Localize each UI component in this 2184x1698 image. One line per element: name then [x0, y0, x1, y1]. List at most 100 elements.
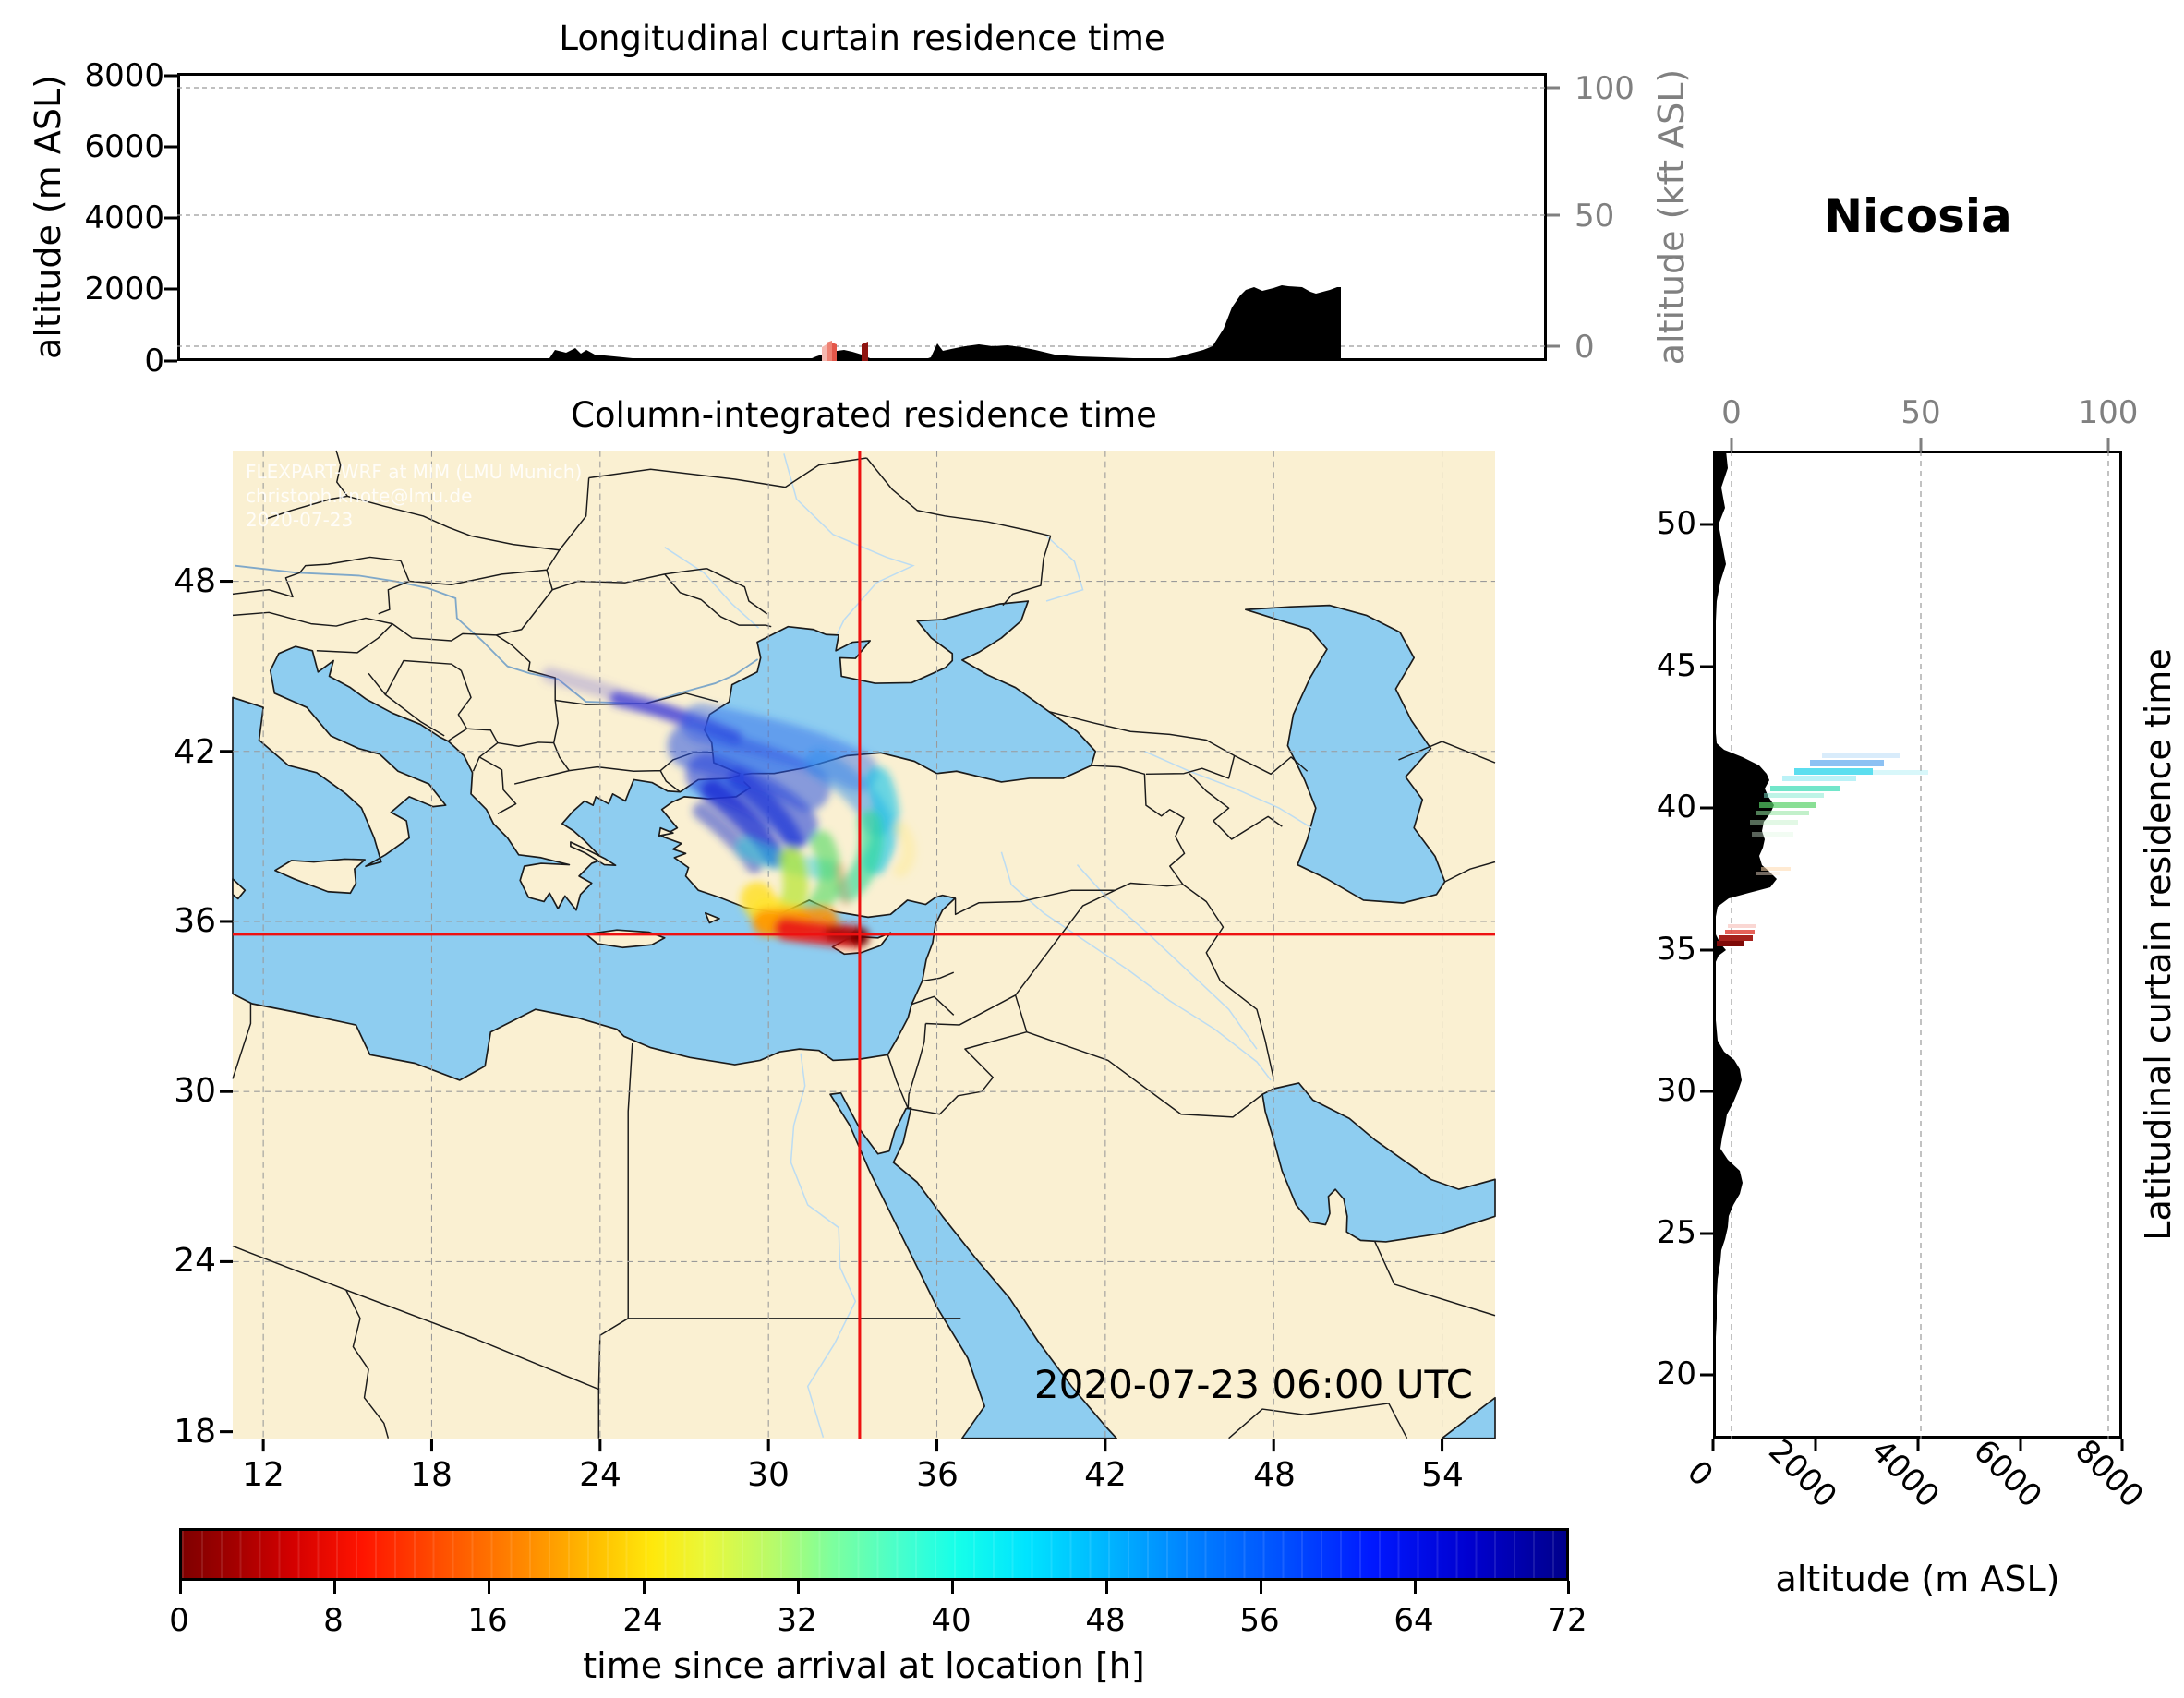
right-xtick-0: 0	[1680, 1453, 1720, 1494]
colorbar-label-0: 0	[169, 1602, 189, 1639]
top-ytick-right-0: 0	[1575, 329, 1595, 366]
top-panel-terrain-profile	[177, 285, 1547, 361]
right-panel-ylabel: Latitudinal curtain residence time	[2138, 648, 2178, 1241]
caspian-sea	[1244, 604, 1446, 904]
colorbar-label-32: 32	[777, 1602, 817, 1639]
persian-gulf	[1261, 1082, 1496, 1243]
colorbar-label-24: 24	[622, 1602, 663, 1639]
kura-river	[1144, 751, 1312, 829]
right-ytick-25: 25	[1656, 1214, 1696, 1251]
top-ytick-2000: 2000	[84, 271, 164, 307]
watermark-line-1: FLEXPART-WRF at MIM (LMU Munich)	[246, 461, 583, 483]
colorbar-tick	[643, 1581, 646, 1594]
map-xtick-24: 24	[579, 1456, 621, 1494]
lesbos	[658, 826, 674, 837]
red-sea	[829, 1091, 1117, 1439]
right-ytick-30: 30	[1656, 1072, 1696, 1109]
colorbar-tick	[1567, 1581, 1570, 1594]
colorbar-label-48: 48	[1085, 1602, 1126, 1639]
colorbar-label-56: 56	[1239, 1602, 1280, 1639]
map-ytick-36: 36	[174, 902, 216, 940]
map-title: Column-integrated residence time	[571, 395, 1157, 435]
euphrates-river	[1000, 851, 1272, 1081]
map-seas	[232, 600, 1496, 1439]
mediterranean-sea	[232, 645, 957, 1081]
watermark-line-2: christoph.knote@lmu.de	[246, 485, 473, 507]
top-ytick-4000: 4000	[84, 199, 164, 236]
colorbar-label-8: 8	[323, 1602, 344, 1639]
top-panel-source-residence-marks	[822, 341, 868, 361]
euboea	[570, 841, 617, 867]
residence-time-plume	[541, 667, 916, 949]
map-xtick-36: 36	[916, 1456, 959, 1494]
nile-river	[790, 1053, 857, 1438]
right-xtick-8000: 8000	[2068, 1432, 2151, 1515]
top-panel-right-ylabel: altitude (kft ASL)	[1651, 68, 1692, 366]
top-panel-title: Longitudinal curtain residence time	[559, 18, 1165, 58]
colorbar-tick	[797, 1581, 800, 1594]
colorbar-tick	[1105, 1581, 1108, 1594]
right-xtick-top-100: 100	[2078, 394, 2139, 431]
colorbar-label-40: 40	[931, 1602, 971, 1639]
sicily	[274, 858, 366, 895]
right-ytick-50: 50	[1656, 505, 1696, 542]
watermark-line-3: 2020-07-23	[246, 509, 354, 531]
right-ytick-20: 20	[1656, 1355, 1696, 1392]
dniester-river	[664, 547, 760, 629]
right-panel-xlabel: altitude (m ASL)	[1775, 1559, 2060, 1599]
right-ytick-35: 35	[1656, 931, 1696, 968]
colorbar-tick	[333, 1581, 336, 1594]
rhodes	[704, 911, 720, 924]
top-ytick-8000: 8000	[84, 57, 164, 94]
map-ytick-48: 48	[174, 562, 216, 600]
map-xtick-30: 30	[747, 1456, 790, 1494]
map-islands	[232, 826, 892, 956]
right-panel-residence-marks	[1717, 753, 1928, 946]
right-xtick-top-50: 50	[1900, 394, 1941, 431]
top-panel-right-ticks	[1547, 86, 1560, 348]
colorbar-tick	[1414, 1581, 1417, 1594]
crosshair	[233, 451, 1495, 1439]
map-ytick-30: 30	[174, 1072, 216, 1110]
map-xtick-12: 12	[242, 1456, 284, 1494]
tunisia-cap	[232, 878, 247, 900]
colorbar-axis-label: time since arrival at location [h]	[583, 1645, 1145, 1686]
colorbar	[179, 1528, 1569, 1581]
top-panel-gridlines	[177, 87, 1547, 347]
top-panel-plot	[164, 74, 1560, 363]
station-title: Nicosia	[1824, 189, 2012, 243]
top-ytick-right-50: 50	[1575, 198, 1615, 235]
colorbar-tick	[179, 1581, 182, 1594]
dnieper-river	[783, 453, 915, 634]
top-ytick-6000: 6000	[84, 128, 164, 165]
colorbar-tick	[951, 1581, 954, 1594]
map-xtick-54: 54	[1421, 1456, 1464, 1494]
colorbar-tick	[1260, 1581, 1262, 1594]
right-panel-bottom-ticks	[1711, 1439, 2124, 1451]
map-plot	[220, 450, 1496, 1452]
right-panel-frame	[1713, 451, 2122, 1439]
right-xtick-2000: 2000	[1761, 1432, 1844, 1515]
top-ytick-0: 0	[144, 343, 164, 379]
danube-river	[235, 564, 759, 705]
colorbar-label-64: 64	[1394, 1602, 1434, 1639]
map-ytick-42: 42	[174, 733, 216, 771]
map-ytick-24: 24	[174, 1242, 216, 1280]
right-ytick-45: 45	[1656, 647, 1696, 684]
top-panel-left-ticks	[164, 74, 177, 363]
map-xtick-42: 42	[1084, 1456, 1127, 1494]
arabian-sea-corner	[1441, 1396, 1496, 1439]
watermark: FLEXPART-WRF at MIM (LMU Munich) christo…	[246, 460, 582, 532]
right-panel-terrain-profile	[1713, 451, 1777, 1439]
right-panel-plot	[1700, 438, 2124, 1451]
colorbar-label-16: 16	[467, 1602, 508, 1639]
colorbar-tick	[488, 1581, 490, 1594]
colorbar-label-72: 72	[1547, 1602, 1587, 1639]
don-river	[1045, 535, 1084, 602]
right-xtick-6000: 6000	[1966, 1432, 2049, 1515]
right-xtick-top-0: 0	[1721, 394, 1742, 431]
right-ytick-40: 40	[1656, 789, 1696, 825]
map-ytick-18: 18	[174, 1413, 216, 1451]
map-xtick-48: 48	[1253, 1456, 1296, 1494]
